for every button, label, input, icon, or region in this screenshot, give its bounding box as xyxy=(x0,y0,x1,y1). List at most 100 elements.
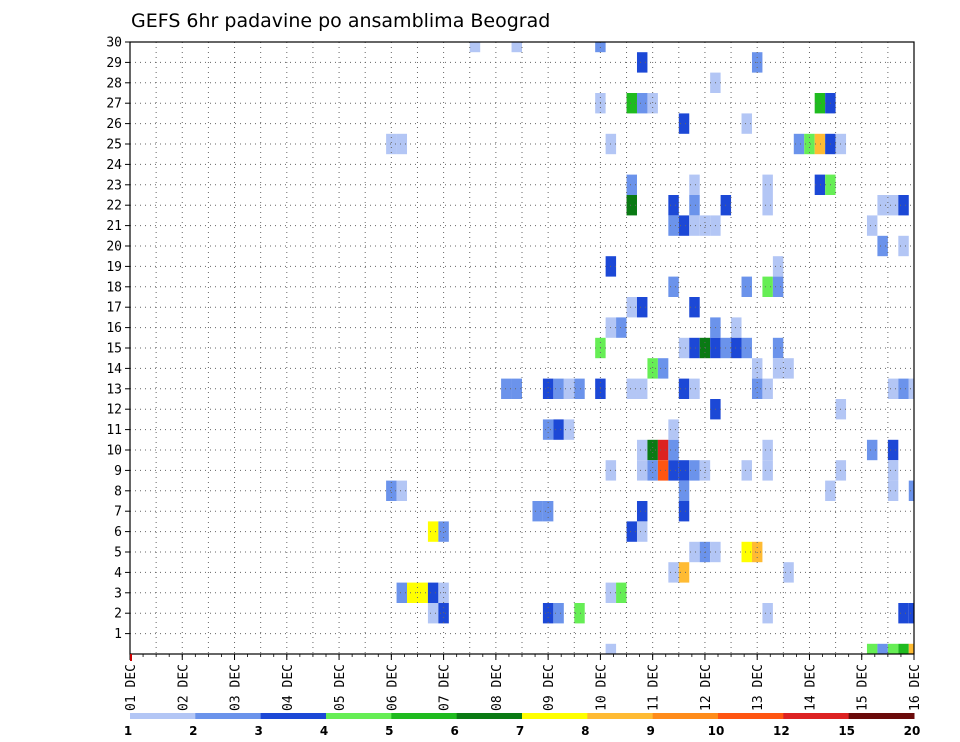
y-tick-label: 14 xyxy=(106,362,122,377)
colorbar-segment xyxy=(195,713,262,719)
colorbar-label: 4 xyxy=(320,724,328,738)
colorbar-label: 20 xyxy=(904,724,921,738)
colorbar-label: 1 xyxy=(124,724,132,738)
heatmap-cell xyxy=(678,113,690,134)
heatmap-cell xyxy=(908,643,914,654)
heatmap-cell xyxy=(678,337,690,359)
heatmap-cell xyxy=(772,276,784,297)
heatmap-cell xyxy=(814,93,826,114)
heatmap-cell xyxy=(689,378,700,399)
colorbar-segment xyxy=(456,713,523,719)
colorbar-segment xyxy=(130,713,196,719)
heatmap-cell xyxy=(427,521,439,542)
heatmap-cell xyxy=(636,439,648,461)
heatmap-cell xyxy=(877,235,888,257)
y-tick-label: 5 xyxy=(114,546,122,561)
heatmap-cell xyxy=(657,439,669,461)
heatmap-cell xyxy=(898,195,909,216)
heatmap-cell xyxy=(898,378,909,399)
y-tick-label: 25 xyxy=(106,138,122,153)
heatmap-cell xyxy=(762,195,773,216)
y-axis-ticks: 1234567891011121314151617181920212223242… xyxy=(106,36,130,642)
heatmap-cell xyxy=(668,419,679,440)
heatmap-cell xyxy=(793,133,805,155)
heatmap-cell xyxy=(741,460,752,481)
colorbar-label: 7 xyxy=(516,724,524,738)
x-tick-label: 05 DEC xyxy=(333,664,348,711)
colorbar-label: 15 xyxy=(838,724,855,738)
colorbar-segment xyxy=(260,713,327,719)
heatmap-cell xyxy=(616,582,627,603)
x-tick-label: 12 DEC xyxy=(699,664,714,711)
x-tick-label: 11 DEC xyxy=(647,664,662,711)
heatmap-cell xyxy=(877,195,888,216)
y-tick-label: 29 xyxy=(106,56,122,71)
heatmap-cell xyxy=(689,174,700,195)
heatmap-cell xyxy=(605,643,617,654)
heatmap-cell xyxy=(866,643,878,654)
heatmap-cell xyxy=(574,603,585,624)
x-tick-label: 04 DEC xyxy=(281,664,296,711)
y-tick-label: 26 xyxy=(106,117,122,132)
heatmap-cell xyxy=(762,174,773,195)
heatmap-cell xyxy=(563,419,575,440)
heatmap-cells xyxy=(386,42,914,654)
heatmap-cell xyxy=(898,235,909,257)
heatmap-cell xyxy=(731,317,742,338)
heatmap-cell xyxy=(626,174,637,195)
colorbar-segment xyxy=(522,713,588,719)
heatmap-cell xyxy=(626,297,637,318)
heatmap-cell xyxy=(866,215,878,236)
heatmap-cell xyxy=(689,337,700,359)
colorbar-label: 2 xyxy=(189,724,197,738)
heatmap-cell xyxy=(668,460,679,481)
y-tick-label: 15 xyxy=(106,342,122,357)
heatmap-cell xyxy=(542,603,554,624)
heatmap-cell xyxy=(386,480,397,501)
heatmap-cell xyxy=(814,133,826,155)
heatmap-cell xyxy=(636,501,648,522)
y-tick-label: 7 xyxy=(114,505,122,520)
heatmap-cell xyxy=(553,378,564,399)
y-tick-label: 11 xyxy=(106,423,122,438)
heatmap-cell xyxy=(626,521,637,542)
y-tick-label: 18 xyxy=(106,280,122,295)
y-tick-label: 12 xyxy=(106,403,122,418)
colorbar-segment xyxy=(783,713,850,719)
heatmap-cell xyxy=(751,378,763,399)
heatmap-cell xyxy=(887,480,899,501)
y-tick-label: 23 xyxy=(106,178,122,193)
heatmap-cell xyxy=(553,419,564,440)
y-tick-label: 10 xyxy=(106,444,122,459)
heatmap-cell xyxy=(678,480,690,501)
heatmap-cell xyxy=(417,582,428,603)
heatmap-cell xyxy=(647,93,658,114)
heatmap-cell xyxy=(626,195,637,216)
heatmap-cell xyxy=(636,378,648,399)
heatmap-cell xyxy=(647,460,658,481)
y-tick-label: 19 xyxy=(106,260,122,275)
heatmap-cell xyxy=(636,52,648,73)
y-tick-label: 28 xyxy=(106,76,122,91)
heatmap-cell xyxy=(396,480,408,501)
heatmap-cell xyxy=(762,378,773,399)
heatmap-cell xyxy=(396,133,408,155)
heatmap-cell xyxy=(511,42,522,53)
heatmap-cell xyxy=(542,419,554,440)
y-tick-label: 3 xyxy=(114,586,122,601)
colorbar-label: 5 xyxy=(385,724,393,738)
heatmap-cell xyxy=(877,643,888,654)
heatmap-cell xyxy=(741,113,752,134)
x-tick-label: 01 DEC xyxy=(124,664,139,711)
heatmap-cell xyxy=(636,460,648,481)
colorbar-label: 9 xyxy=(646,724,654,738)
heatmap-cell xyxy=(783,358,794,379)
colorbar-segment xyxy=(587,713,654,719)
heatmap-cell xyxy=(396,582,408,603)
heatmap-cell xyxy=(678,562,690,583)
heatmap-cell xyxy=(887,439,899,461)
heatmap-cell xyxy=(511,378,522,399)
colorbar-segment xyxy=(652,713,719,719)
y-tick-label: 27 xyxy=(106,97,122,112)
heatmap-cell xyxy=(866,439,878,461)
